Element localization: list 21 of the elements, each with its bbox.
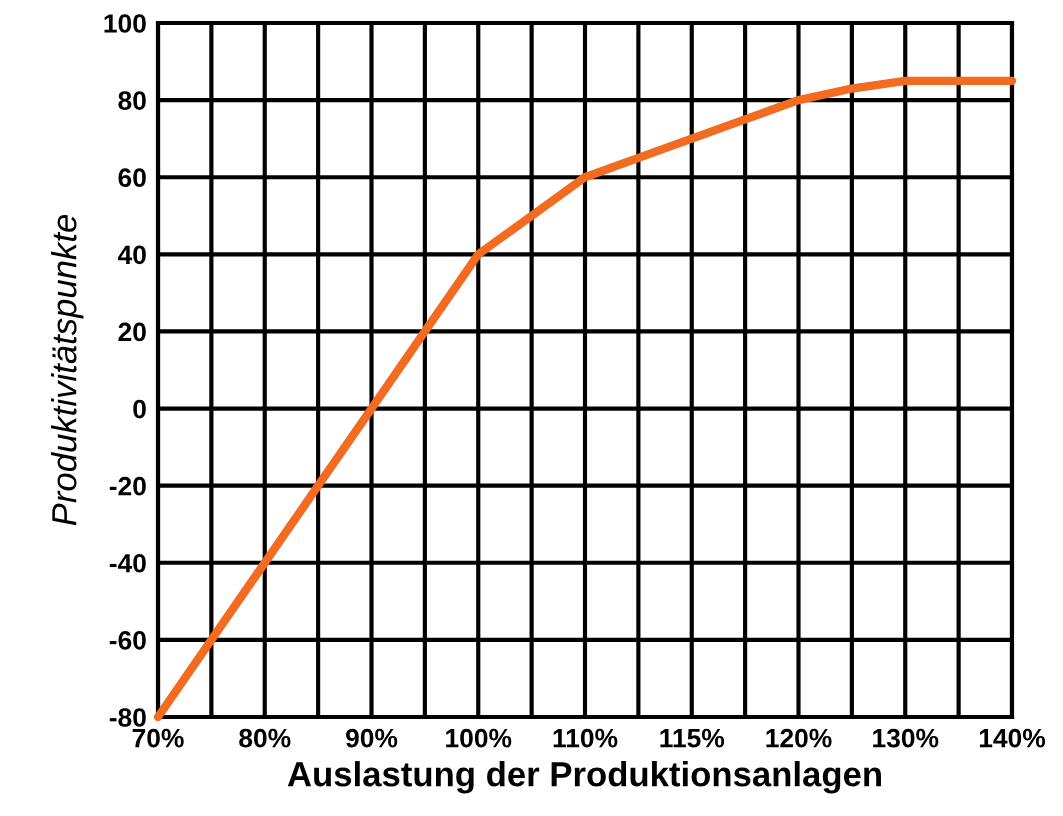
x-tick-label: 110% bbox=[553, 728, 618, 748]
y-tick-label: -60 bbox=[109, 631, 146, 650]
x-tick-label: 70% bbox=[132, 728, 184, 748]
y-tick-label: -80 bbox=[109, 708, 146, 727]
y-axis-title: Produktivitätspunkte bbox=[51, 214, 84, 526]
y-tick-label: 0 bbox=[133, 399, 146, 419]
y-tick-label: -40 bbox=[109, 553, 146, 573]
x-tick-label: 130% bbox=[873, 728, 939, 748]
x-tick-label: 115% bbox=[660, 728, 725, 748]
x-axis-title: Auslastung der Produktionsanlagen bbox=[287, 761, 881, 794]
y-tick-label: 100 bbox=[104, 14, 146, 33]
x-tick-label: 80% bbox=[239, 728, 291, 748]
x-tick-label: 140% bbox=[979, 728, 1046, 748]
x-tick-label: 100% bbox=[446, 728, 512, 748]
y-tick-label: 80 bbox=[118, 91, 146, 110]
x-tick-label: 90% bbox=[346, 728, 398, 748]
y-tick-label: 20 bbox=[118, 322, 146, 342]
y-tick-label: -20 bbox=[109, 476, 146, 496]
y-tick-label: 40 bbox=[117, 245, 146, 265]
y-tick-label: 60 bbox=[118, 168, 146, 188]
x-tick-label: 120% bbox=[766, 728, 832, 748]
